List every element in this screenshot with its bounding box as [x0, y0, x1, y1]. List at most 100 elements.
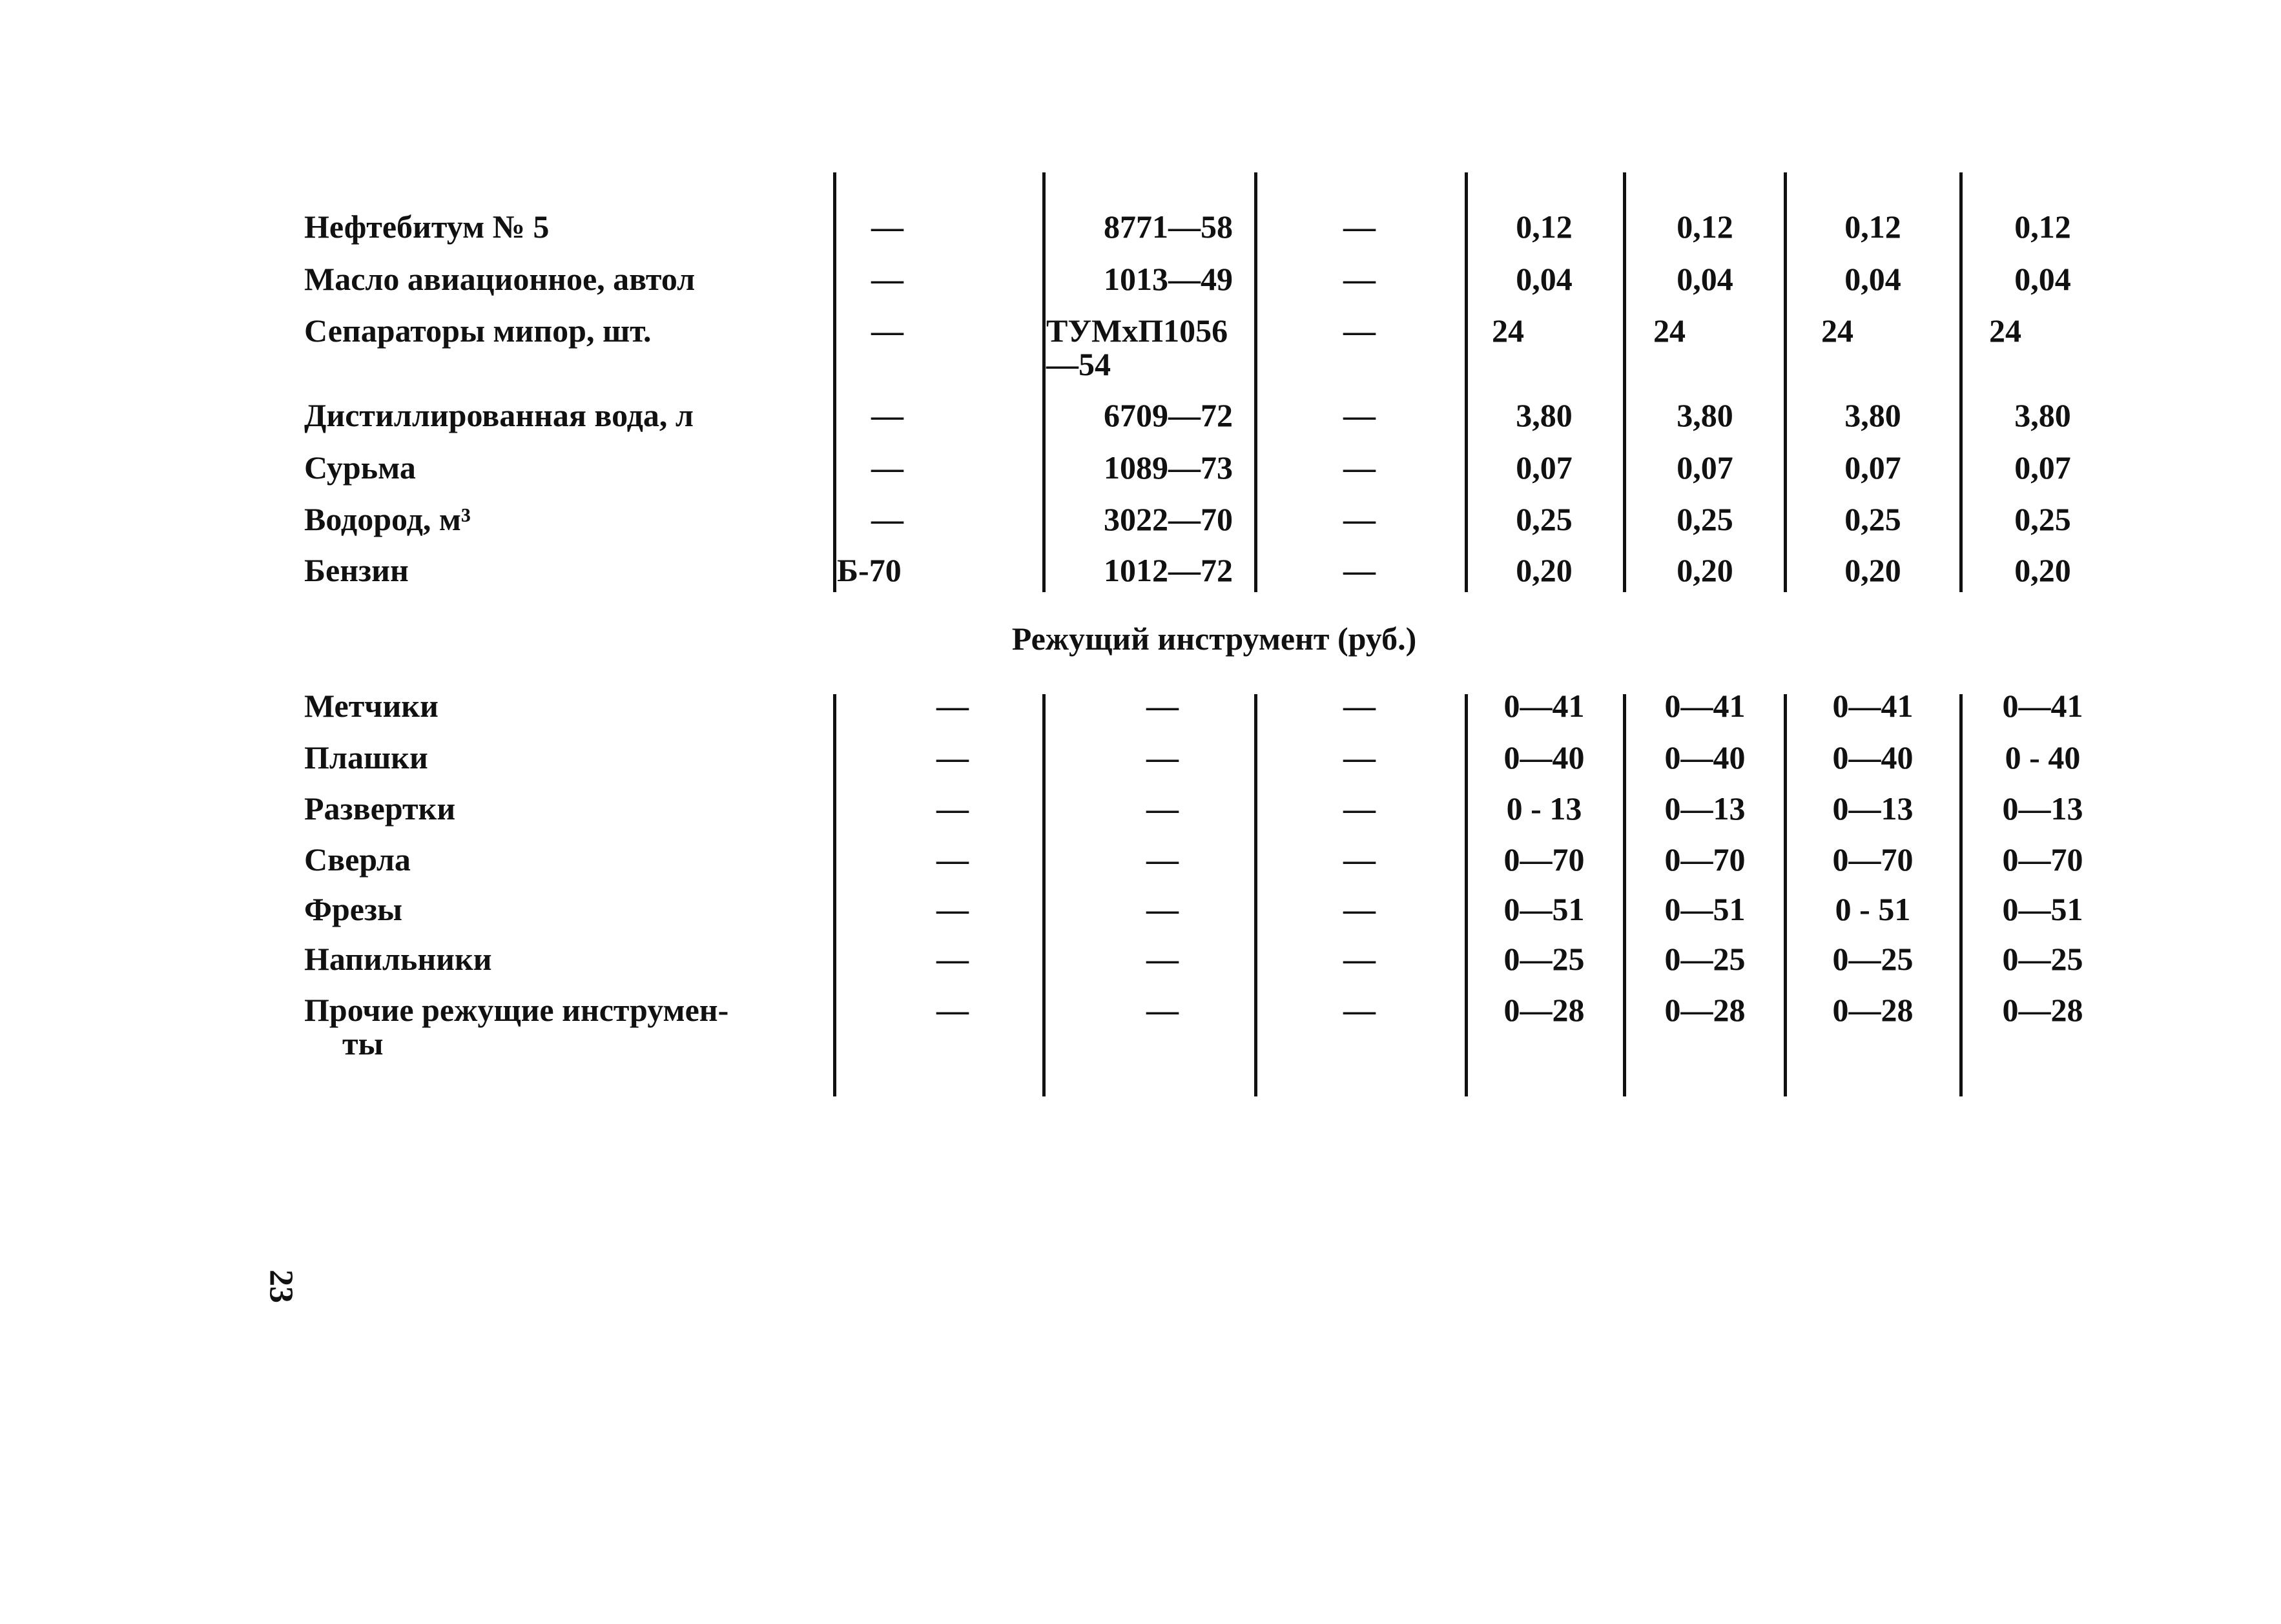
col3-cell: —: [1343, 739, 1376, 776]
gost-cell: —: [1146, 688, 1179, 724]
column-divider: [1042, 694, 1046, 1096]
value-cell: 0—25: [2002, 941, 2083, 977]
column-divider: [1042, 172, 1046, 592]
mark-cell: —: [871, 313, 903, 349]
value-cell: 3,80: [1516, 397, 1573, 433]
mark-cell: Б-70: [837, 552, 902, 588]
mark-cell: —: [936, 790, 969, 827]
mark-cell: —: [871, 209, 903, 245]
value-cell: 3,80: [1844, 397, 1901, 433]
col3-cell: —: [1343, 992, 1376, 1028]
value-cell: 0—41: [1503, 688, 1585, 724]
value-cell: 0,20: [1516, 552, 1573, 588]
value-cell: 0—70: [1832, 841, 1914, 878]
value-cell: 0—13: [2002, 790, 2083, 827]
value-cell: 0 - 51: [1835, 891, 1911, 927]
value-cell: 0—51: [2002, 891, 2083, 927]
col3-cell: —: [1343, 397, 1376, 433]
row-name-continuation: ты: [342, 1025, 384, 1062]
row-name: Напильники: [304, 941, 492, 977]
column-divider: [1784, 694, 1787, 1096]
value-cell: 24: [1821, 313, 1853, 349]
value-cell: 0—28: [1664, 992, 1746, 1028]
mark-cell: —: [936, 992, 969, 1028]
value-cell: 0,04: [1677, 261, 1733, 297]
column-divider: [1784, 172, 1787, 592]
gost-cell-continuation: —54: [1046, 346, 1111, 382]
gost-cell: —: [1146, 992, 1179, 1028]
value-cell: 0,20: [2014, 552, 2071, 588]
col3-cell: —: [1343, 209, 1376, 245]
gost-cell: 8771—58: [1104, 209, 1233, 245]
column-divider: [1254, 694, 1257, 1096]
value-cell: 0—13: [1832, 790, 1914, 827]
col3-cell: —: [1343, 501, 1376, 537]
row-name: Плашки: [304, 739, 428, 776]
col3-cell: —: [1343, 313, 1376, 349]
section-title: Режущий инструмент (руб.): [1011, 621, 1417, 657]
value-cell: 0—25: [1503, 941, 1585, 977]
row-name: Бензин: [304, 552, 409, 588]
gost-cell: —: [1146, 891, 1179, 927]
value-cell: 0—41: [1832, 688, 1914, 724]
value-cell: 0,25: [1677, 501, 1733, 537]
gost-cell: —: [1146, 941, 1179, 977]
value-cell: 0,07: [2014, 449, 2071, 486]
value-cell: 0—25: [1832, 941, 1914, 977]
value-cell: 0,12: [1677, 209, 1733, 245]
row-name: Фрезы: [304, 891, 403, 927]
value-cell: 0,07: [1516, 449, 1573, 486]
value-cell: 0 - 40: [2005, 739, 2081, 776]
col3-cell: —: [1343, 688, 1376, 724]
value-cell: 0,12: [1516, 209, 1573, 245]
value-cell: 0,07: [1844, 449, 1901, 486]
gost-cell: ТУМхП1056: [1046, 313, 1228, 349]
col3-cell: —: [1343, 841, 1376, 878]
value-cell: 3,80: [1677, 397, 1733, 433]
value-cell: 0,12: [1844, 209, 1901, 245]
value-cell: 0 - 13: [1506, 790, 1582, 827]
value-cell: 0,07: [1677, 449, 1733, 486]
value-cell: 0,12: [2014, 209, 2071, 245]
row-name: Сепараторы мипор, шт.: [304, 313, 652, 349]
column-divider: [1623, 694, 1626, 1096]
mark-cell: —: [936, 941, 969, 977]
value-cell: 0—41: [2002, 688, 2083, 724]
gost-cell: 6709—72: [1104, 397, 1233, 433]
mark-cell: —: [936, 688, 969, 724]
value-cell: 0—51: [1664, 891, 1746, 927]
value-cell: 0—28: [1503, 992, 1585, 1028]
gost-cell: —: [1146, 739, 1179, 776]
mark-cell: —: [871, 397, 903, 433]
mark-cell: —: [936, 739, 969, 776]
col3-cell: —: [1343, 552, 1376, 588]
col3-cell: —: [1343, 790, 1376, 827]
column-divider: [1959, 694, 1963, 1096]
gost-cell: 1013—49: [1104, 261, 1233, 297]
value-cell: 0—51: [1503, 891, 1585, 927]
value-cell: 0,25: [1516, 501, 1573, 537]
col3-cell: —: [1343, 941, 1376, 977]
value-cell: 0—70: [1664, 841, 1746, 878]
row-name: Сурьма: [304, 449, 416, 486]
gost-cell: —: [1146, 790, 1179, 827]
value-cell: 0—28: [1832, 992, 1914, 1028]
column-divider: [1623, 172, 1626, 592]
gost-cell: 1012—72: [1104, 552, 1233, 588]
value-cell: 0,20: [1677, 552, 1733, 588]
value-cell: 0—70: [2002, 841, 2083, 878]
row-name: Сверла: [304, 841, 411, 878]
value-cell: 3,80: [2014, 397, 2071, 433]
value-cell: 0—25: [1664, 941, 1746, 977]
value-cell: 0—13: [1664, 790, 1746, 827]
mark-cell: —: [936, 841, 969, 878]
row-name: Дистиллированная вода, л: [304, 397, 694, 433]
value-cell: 0—40: [1832, 739, 1914, 776]
row-name: Водород, м³: [304, 501, 471, 537]
mark-cell: —: [871, 501, 903, 537]
column-divider: [1465, 694, 1468, 1096]
value-cell: 0,25: [2014, 501, 2071, 537]
value-cell: 0,04: [1844, 261, 1901, 297]
col3-cell: —: [1343, 261, 1376, 297]
gost-cell: 1089—73: [1104, 449, 1233, 486]
